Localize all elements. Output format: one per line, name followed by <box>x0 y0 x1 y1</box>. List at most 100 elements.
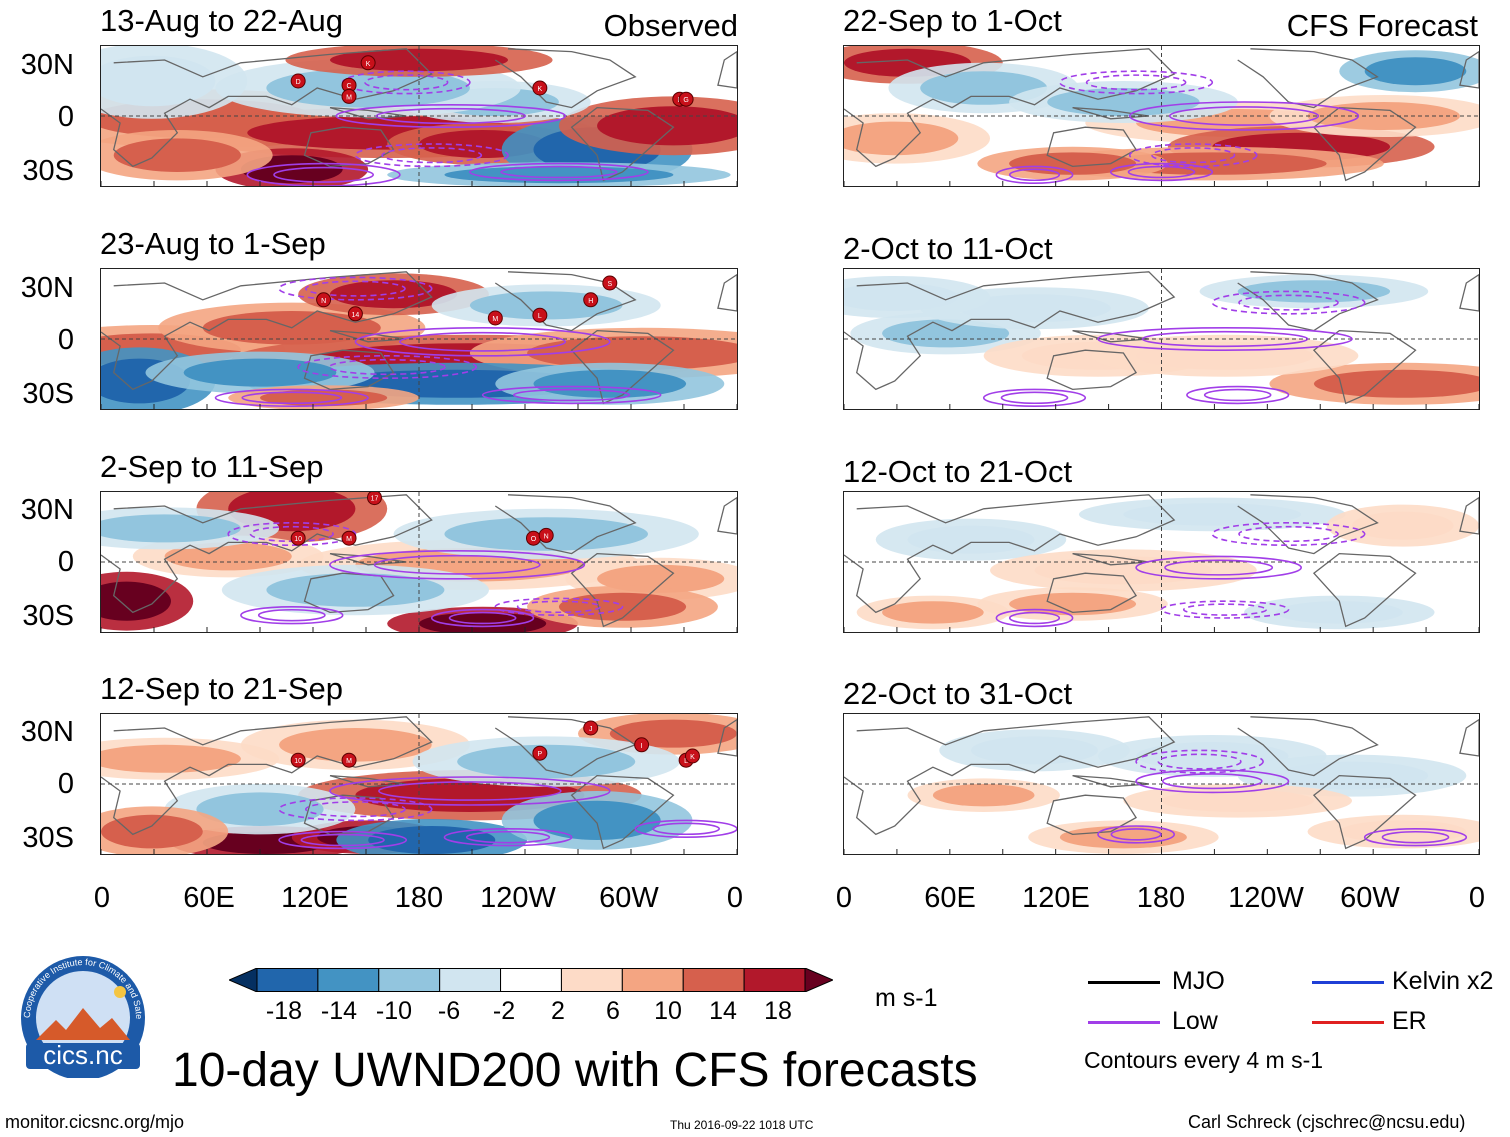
coastline <box>1046 126 1138 168</box>
low-contour <box>278 797 433 822</box>
coastline <box>1459 496 1479 535</box>
map-field <box>844 714 1479 854</box>
footer-url[interactable]: monitor.cicsnc.org/mjo <box>5 1112 185 1132</box>
tropical-cyclone-marker: M <box>487 310 503 326</box>
cics-logo-icon: Cooperative Institute for Climate and Sa… <box>5 940 145 1080</box>
wind-anomaly-core <box>164 542 292 571</box>
coastline <box>1072 774 1149 788</box>
map-panel <box>843 45 1480 187</box>
tropical-cyclone-marker: L <box>532 307 548 323</box>
low-contour <box>1000 391 1069 405</box>
legend-line-er <box>1312 1021 1384 1024</box>
tropical-cyclone-marker: N <box>538 527 554 543</box>
coastline <box>717 496 737 535</box>
panel-title: 22-Oct to 31-Oct <box>843 676 1073 711</box>
wind-anomaly-core <box>533 800 661 840</box>
colorbar-label: -18 <box>265 997 303 1025</box>
tropical-cyclone-label: 10 <box>294 536 302 543</box>
tropical-cyclone-marker: I <box>634 737 650 753</box>
low-contour <box>273 166 375 183</box>
colorbar-label: -2 <box>492 997 516 1025</box>
wind-anomaly-core <box>1275 601 1403 624</box>
coastline <box>844 716 1176 836</box>
coastline <box>1046 349 1138 391</box>
low-contour <box>995 165 1074 185</box>
tropical-cyclone-label: K <box>538 86 543 93</box>
wind-anomaly-core <box>971 736 1098 765</box>
coastline <box>101 48 433 168</box>
tropical-cyclone-marker: J <box>583 720 599 736</box>
colorbar-swatch <box>227 967 258 993</box>
low-contour <box>465 830 551 844</box>
map-field <box>844 492 1479 632</box>
low-contour <box>1363 827 1468 847</box>
y-tick-label: 30S <box>22 600 74 632</box>
wind-anomaly-core <box>597 106 737 146</box>
low-contour <box>297 355 478 380</box>
low-contour <box>1186 385 1290 405</box>
low-contour <box>1238 294 1339 311</box>
tropical-cyclone-label: 10 <box>294 758 302 765</box>
tropical-cyclone-label: K <box>366 61 371 68</box>
panel-title: 12-Oct to 21-Oct <box>843 454 1073 489</box>
colorbar-swatch <box>682 968 745 992</box>
tropical-cyclone-label: 14 <box>352 312 360 319</box>
coastline <box>101 271 433 391</box>
tropical-cyclone-marker: G <box>678 91 694 107</box>
map-panel <box>843 491 1480 633</box>
tropical-cyclone-label: 17 <box>371 496 379 503</box>
coastline <box>494 716 637 777</box>
tropical-cyclone-label: J <box>589 726 593 733</box>
low-contour <box>1161 773 1263 790</box>
low-contour <box>1127 165 1196 179</box>
wind-anomaly-core <box>1161 789 1314 812</box>
y-tick-label: 30N <box>20 494 74 526</box>
coastline <box>844 48 1176 168</box>
y-tick-label: 0 <box>57 324 74 356</box>
tropical-cyclone-marker: O <box>525 530 541 546</box>
low-contour <box>240 605 344 625</box>
wind-anomaly-core <box>882 601 984 624</box>
low-contour <box>443 827 573 847</box>
y-tick-label: 0 <box>57 101 74 133</box>
colorbar-swatch <box>621 968 684 992</box>
tropical-cyclone-label: K <box>690 754 695 761</box>
y-tick-label: 30S <box>22 155 74 187</box>
map-panel: DCMKKFG <box>100 45 738 187</box>
y-tick-label: 30N <box>20 272 74 304</box>
low-contour <box>1151 147 1236 164</box>
wind-anomaly-core <box>196 792 324 826</box>
x-tick-label: 60W <box>1340 882 1400 914</box>
low-contour <box>304 801 406 818</box>
tropical-cyclone-label: D <box>296 79 301 86</box>
map-field: 10 M P J I LK <box>101 714 737 854</box>
low-contour <box>448 611 517 625</box>
low-contour <box>494 597 624 617</box>
map-field <box>844 269 1479 409</box>
wind-anomaly-core <box>101 55 216 107</box>
map-field <box>844 46 1479 186</box>
wind-anomaly-core <box>844 121 959 156</box>
coastline <box>1459 273 1479 312</box>
colorbar-label: 10 <box>654 997 682 1025</box>
colorbar-swatch <box>804 967 835 993</box>
coastline <box>329 329 407 343</box>
coastline <box>101 716 433 836</box>
panel-title: 2-Sep to 11-Sep <box>100 449 324 484</box>
low-contour <box>500 165 618 179</box>
legend-line-low <box>1088 1021 1160 1024</box>
wind-anomaly-core <box>457 744 636 779</box>
low-contour <box>381 147 483 164</box>
low-contour <box>1238 525 1339 543</box>
panel-title: 13-Aug to 22-Aug <box>100 3 344 38</box>
tropical-cyclone-label: L <box>684 758 688 765</box>
low-contour <box>1164 559 1274 576</box>
contour-interval-note: Contours every 4 m s-1 <box>1084 1047 1324 1073</box>
legend-label-kelvin: Kelvin x2 <box>1392 967 1494 995</box>
tropical-cyclone-label: O <box>531 536 537 543</box>
low-contour <box>1008 611 1061 625</box>
low-contour <box>1203 388 1272 402</box>
y-tick-label: 30S <box>22 378 74 410</box>
panel-title: 22-Sep to 1-Oct <box>843 3 1062 38</box>
observed-column-label: Observed <box>603 8 738 43</box>
